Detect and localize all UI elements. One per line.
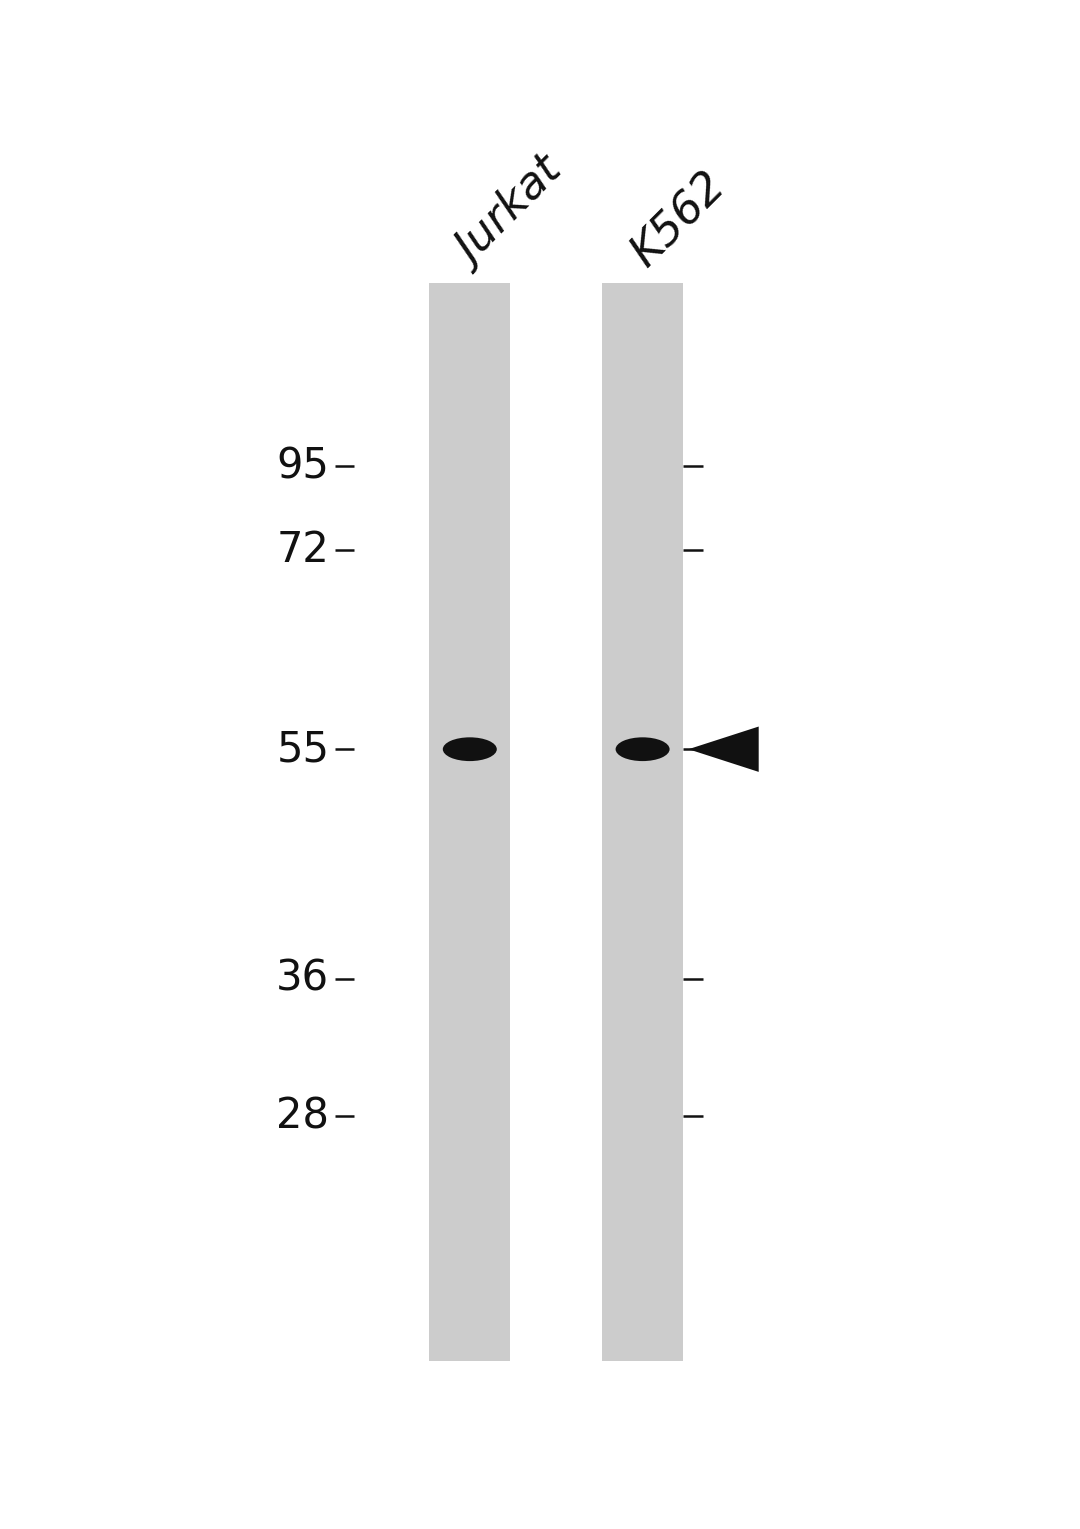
Ellipse shape (443, 737, 497, 761)
Text: 55: 55 (276, 728, 329, 771)
Bar (603, 283, 684, 1361)
Text: 28: 28 (276, 1095, 329, 1138)
Polygon shape (689, 726, 758, 772)
Text: 72: 72 (276, 529, 329, 572)
Text: K562: K562 (623, 164, 734, 275)
Bar (430, 283, 511, 1361)
Text: Jurkat: Jurkat (450, 153, 572, 275)
Text: 36: 36 (276, 957, 329, 1000)
Ellipse shape (616, 737, 670, 761)
Text: 95: 95 (276, 445, 329, 488)
